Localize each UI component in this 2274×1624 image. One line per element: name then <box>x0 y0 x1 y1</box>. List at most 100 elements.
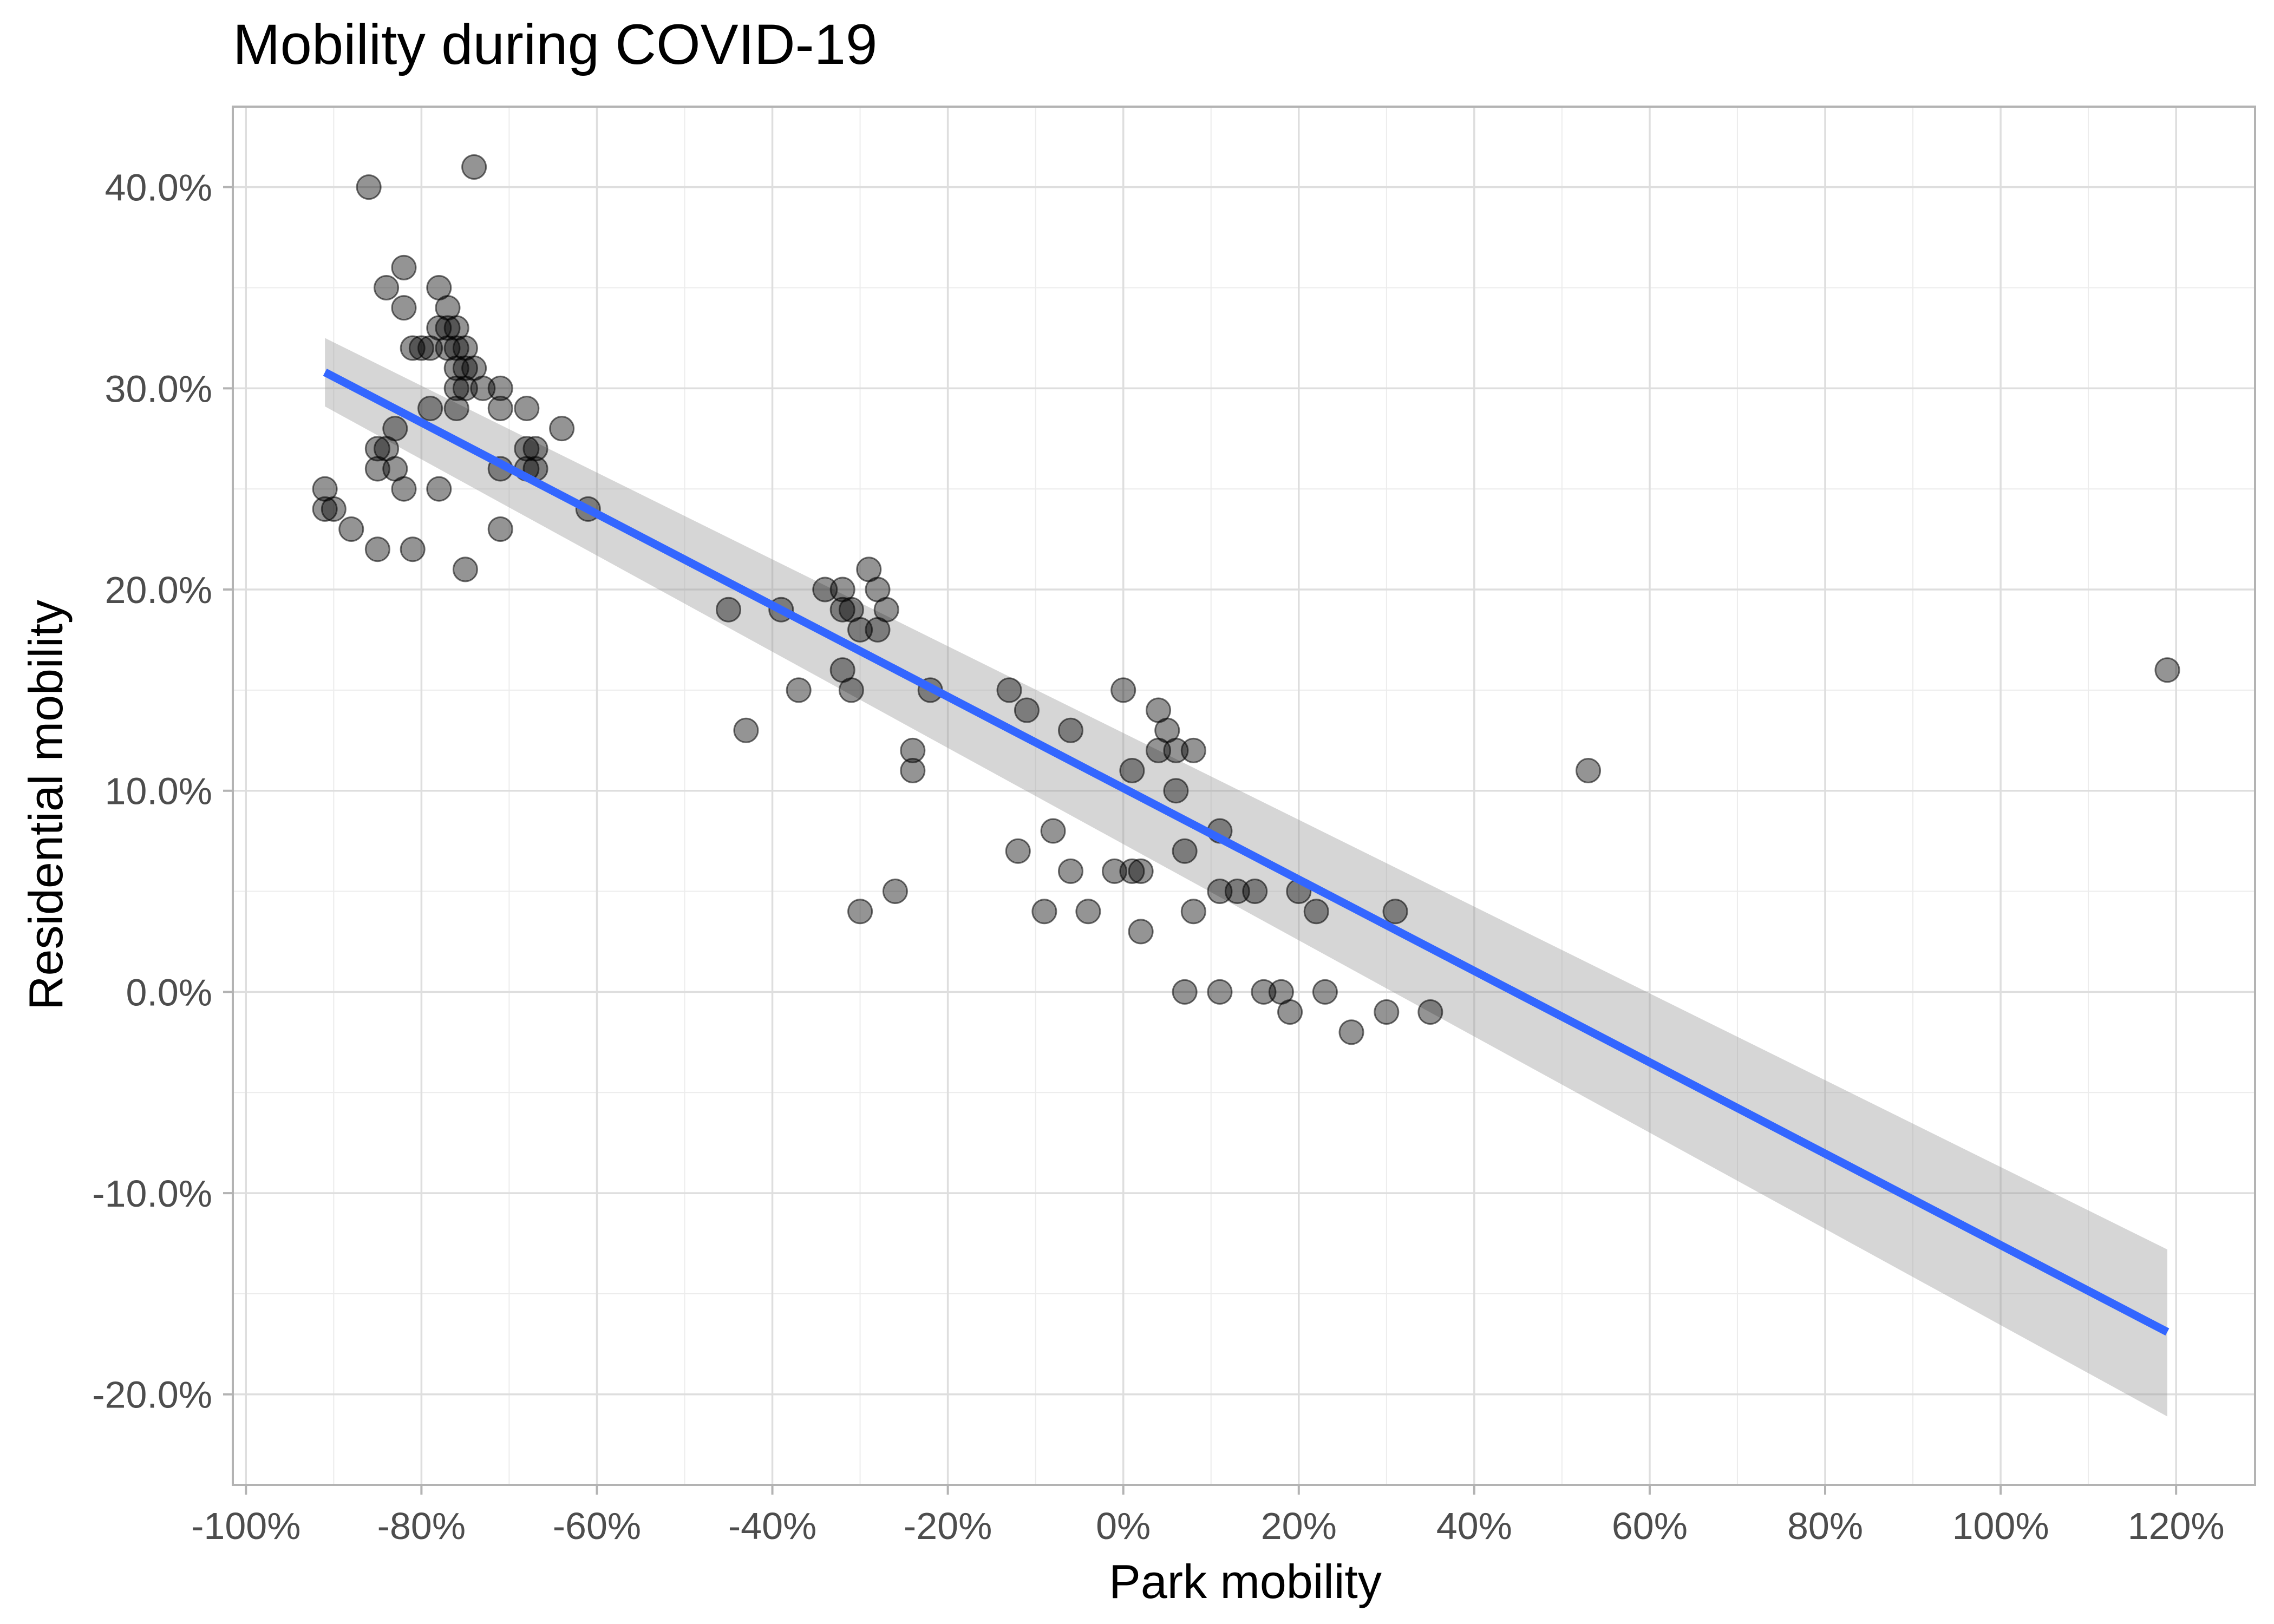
data-point <box>1277 999 1303 1025</box>
x-tick-label: 100% <box>1952 1505 2049 1547</box>
data-point <box>1207 879 1233 905</box>
data-point <box>1014 697 1040 723</box>
data-point <box>549 416 575 442</box>
data-point <box>1110 677 1136 703</box>
data-point <box>1338 1019 1364 1045</box>
data-point <box>838 677 864 703</box>
data-point <box>1101 858 1127 884</box>
data-point <box>1374 999 1400 1025</box>
data-point <box>1119 758 1145 784</box>
data-point <box>391 295 417 321</box>
data-point <box>1382 899 1408 925</box>
y-axis-title: Residential mobility <box>19 600 73 1010</box>
x-tick-label: 40% <box>1436 1505 1512 1547</box>
data-point <box>364 536 390 562</box>
data-point <box>417 396 443 422</box>
x-tick-label: 80% <box>1787 1505 1863 1547</box>
data-point <box>382 416 408 442</box>
data-point <box>873 597 899 623</box>
trend-line-layer <box>323 368 2170 1336</box>
data-point <box>1075 899 1101 925</box>
y-axis-ticks: -20.0% -10.0% 0.0% 10.0% 20.0% 30.0% 40.0% <box>92 167 233 1416</box>
data-point <box>364 456 390 482</box>
x-tick-label: -40% <box>728 1505 816 1547</box>
data-point <box>1172 838 1198 864</box>
data-point <box>400 335 426 361</box>
data-point <box>1207 979 1233 1005</box>
chart-title: Mobility during COVID-19 <box>233 13 877 76</box>
y-tick-label: 10.0% <box>105 770 212 813</box>
data-point <box>1119 858 1145 884</box>
x-axis-ticks: -100% -80% -60% -40% -20% 0% 20% 40% 60% 80% 100% 1… <box>191 1485 2225 1547</box>
y-tick-label: -10.0% <box>92 1173 212 1215</box>
x-tick-label: -100% <box>191 1505 300 1547</box>
data-point <box>391 254 417 280</box>
data-point <box>400 536 426 562</box>
data-point <box>452 556 478 582</box>
data-point <box>408 335 434 361</box>
gridlines <box>233 107 2255 1485</box>
data-point <box>1172 979 1198 1005</box>
data-point <box>1242 879 1268 905</box>
x-tick-label: 120% <box>2128 1505 2225 1547</box>
x-tick-label: -60% <box>553 1505 641 1547</box>
data-point <box>996 677 1022 703</box>
data-point <box>487 516 513 542</box>
data-point <box>786 677 812 703</box>
data-point <box>321 496 347 522</box>
data-point <box>1163 737 1189 763</box>
data-point <box>1180 737 1206 763</box>
data-point <box>1251 979 1277 1005</box>
x-axis-title: Park mobility <box>1109 1555 1382 1608</box>
data-point <box>1224 879 1250 905</box>
data-point <box>487 396 513 422</box>
data-point <box>733 717 759 743</box>
data-point <box>1005 838 1031 864</box>
x-tick-label: 60% <box>1612 1505 1688 1547</box>
data-point <box>1303 899 1329 925</box>
plot-panel-border <box>232 106 2256 1486</box>
data-point <box>443 375 469 401</box>
data-point <box>391 476 417 502</box>
data-point <box>461 154 487 180</box>
data-point <box>514 396 540 422</box>
data-point <box>1417 999 1443 1025</box>
data-point <box>1312 979 1338 1005</box>
x-tick-label: 20% <box>1261 1505 1337 1547</box>
data-point <box>426 476 452 502</box>
data-point <box>364 436 390 462</box>
data-point <box>1057 858 1083 884</box>
data-point <box>1163 778 1189 804</box>
y-tick-label: 40.0% <box>105 167 212 209</box>
y-tick-label: 0.0% <box>126 971 212 1013</box>
y-tick-label: 30.0% <box>105 368 212 410</box>
data-point <box>847 617 873 643</box>
data-point <box>356 174 382 200</box>
data-point <box>716 597 742 623</box>
x-tick-label: -80% <box>377 1505 466 1547</box>
data-point <box>1040 818 1066 844</box>
data-point <box>487 375 513 401</box>
data-point <box>882 879 908 905</box>
data-point <box>2154 657 2180 683</box>
data-point <box>312 496 338 522</box>
data-point <box>1146 737 1172 763</box>
y-tick-label: -20.0% <box>92 1374 212 1416</box>
data-point <box>1180 899 1206 925</box>
data-point <box>812 577 838 603</box>
data-point <box>374 275 400 301</box>
data-point <box>900 758 926 784</box>
data-point <box>1576 758 1602 784</box>
data-point <box>1057 717 1083 743</box>
trend-line <box>323 368 2170 1336</box>
data-point <box>847 899 873 925</box>
y-tick-label: 20.0% <box>105 569 212 611</box>
data-point <box>443 396 469 422</box>
data-point <box>1128 919 1154 945</box>
x-tick-label: 0% <box>1096 1505 1151 1547</box>
x-tick-label: -20% <box>904 1505 992 1547</box>
data-point <box>829 597 855 623</box>
data-point <box>1128 858 1154 884</box>
